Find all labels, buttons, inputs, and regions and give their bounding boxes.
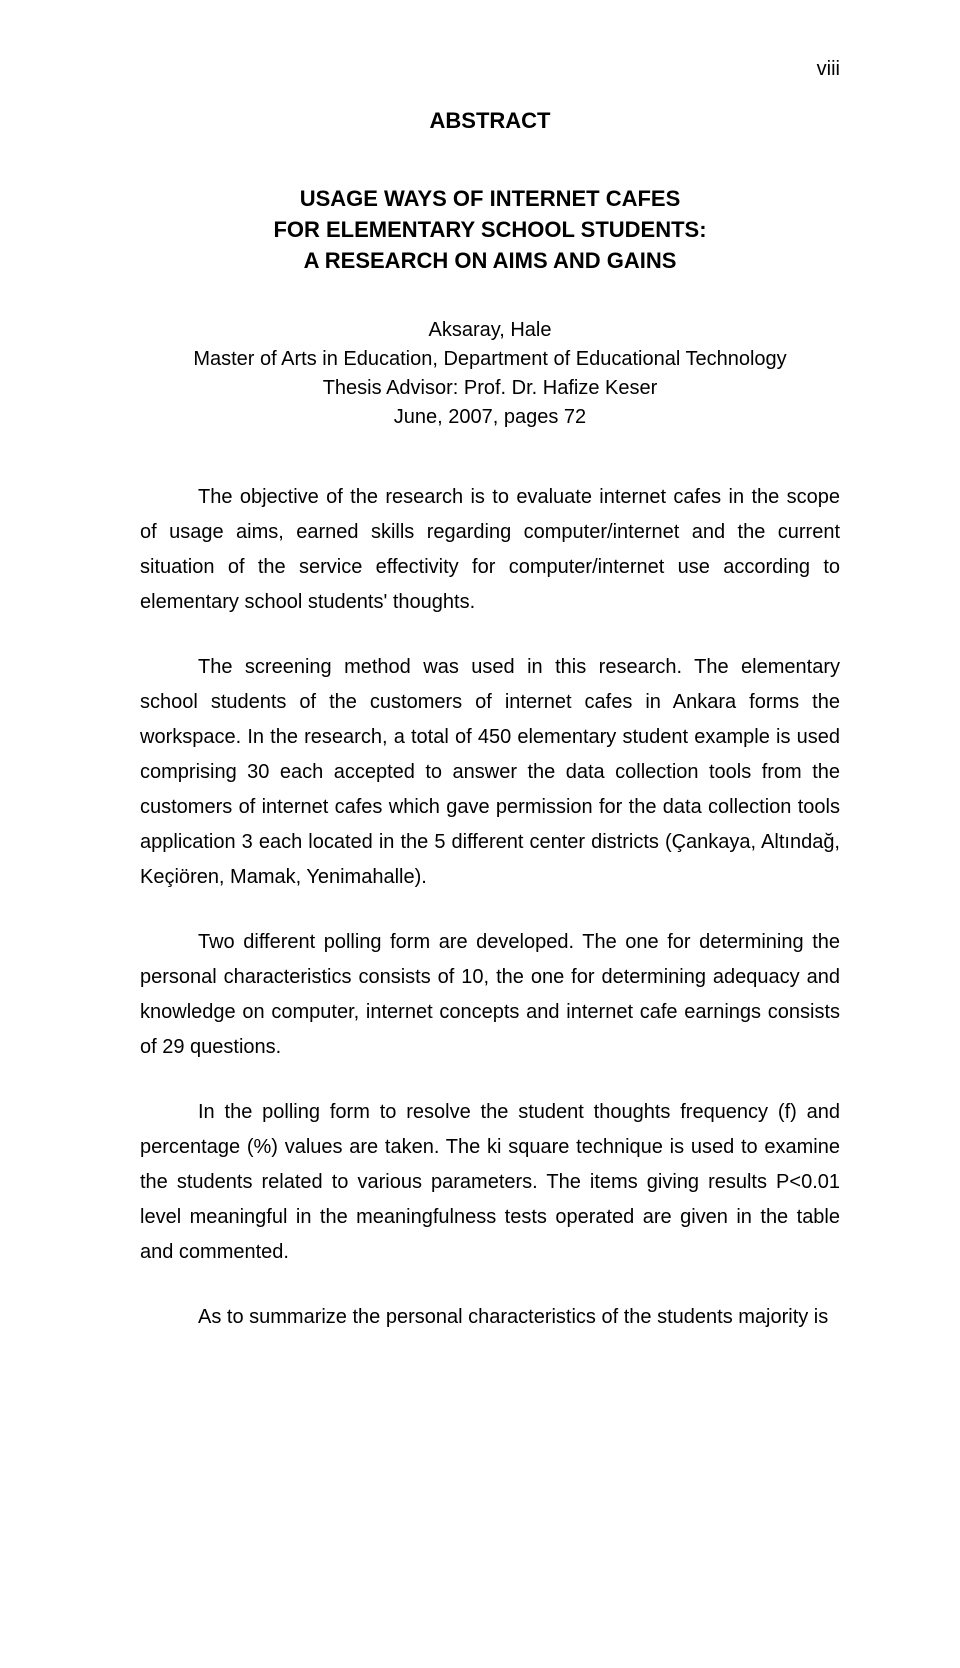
metadata-block: Aksaray, Hale Master of Arts in Educatio… (140, 316, 840, 432)
document-title: USAGE WAYS OF INTERNET CAFES FOR ELEMENT… (140, 184, 840, 276)
advisor: Thesis Advisor: Prof. Dr. Hafize Keser (140, 374, 840, 403)
title-line-3: A RESEARCH ON AIMS AND GAINS (140, 246, 840, 277)
date-pages: June, 2007, pages 72 (140, 403, 840, 432)
title-line-1: USAGE WAYS OF INTERNET CAFES (140, 184, 840, 215)
section-title: ABSTRACT (140, 108, 840, 134)
title-line-2: FOR ELEMENTARY SCHOOL STUDENTS: (140, 215, 840, 246)
abstract-paragraph-2: The screening method was used in this re… (140, 650, 840, 895)
abstract-paragraph-4: In the polling form to resolve the stude… (140, 1095, 840, 1270)
page-number: viii (817, 58, 840, 81)
abstract-paragraph-3: Two different polling form are developed… (140, 925, 840, 1065)
author: Aksaray, Hale (140, 316, 840, 345)
degree: Master of Arts in Education, Department … (140, 345, 840, 374)
page: viii ABSTRACT USAGE WAYS OF INTERNET CAF… (0, 0, 960, 1668)
abstract-paragraph-1: The objective of the research is to eval… (140, 480, 840, 620)
abstract-paragraph-5: As to summarize the personal characteris… (140, 1300, 840, 1335)
